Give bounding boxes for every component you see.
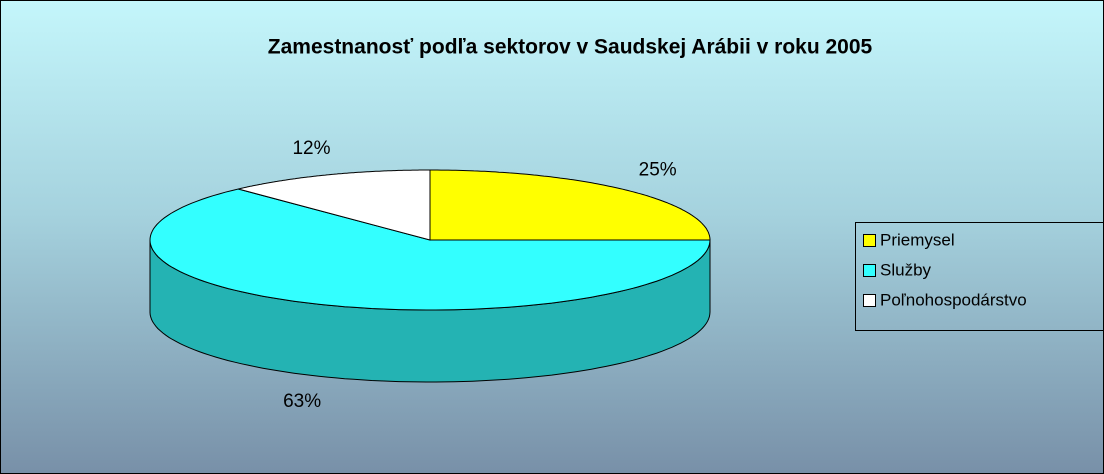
legend-label: Poľnohospodárstvo [880,290,1027,309]
data-label: 63% [283,391,321,412]
chart-title: Zamestnanosť podľa sektorov v Saudskej A… [268,36,873,59]
legend [855,222,1104,331]
slice [429,169,711,241]
legend-label: Priemysel [880,230,955,249]
data-label: 25% [639,160,677,181]
data-label: 12% [292,138,330,159]
legend-swatch [863,234,876,247]
slice [149,188,711,311]
legend-label: Služby [880,260,932,279]
slice [238,169,431,241]
legend-swatch [863,264,876,277]
legend-swatch [863,294,876,307]
